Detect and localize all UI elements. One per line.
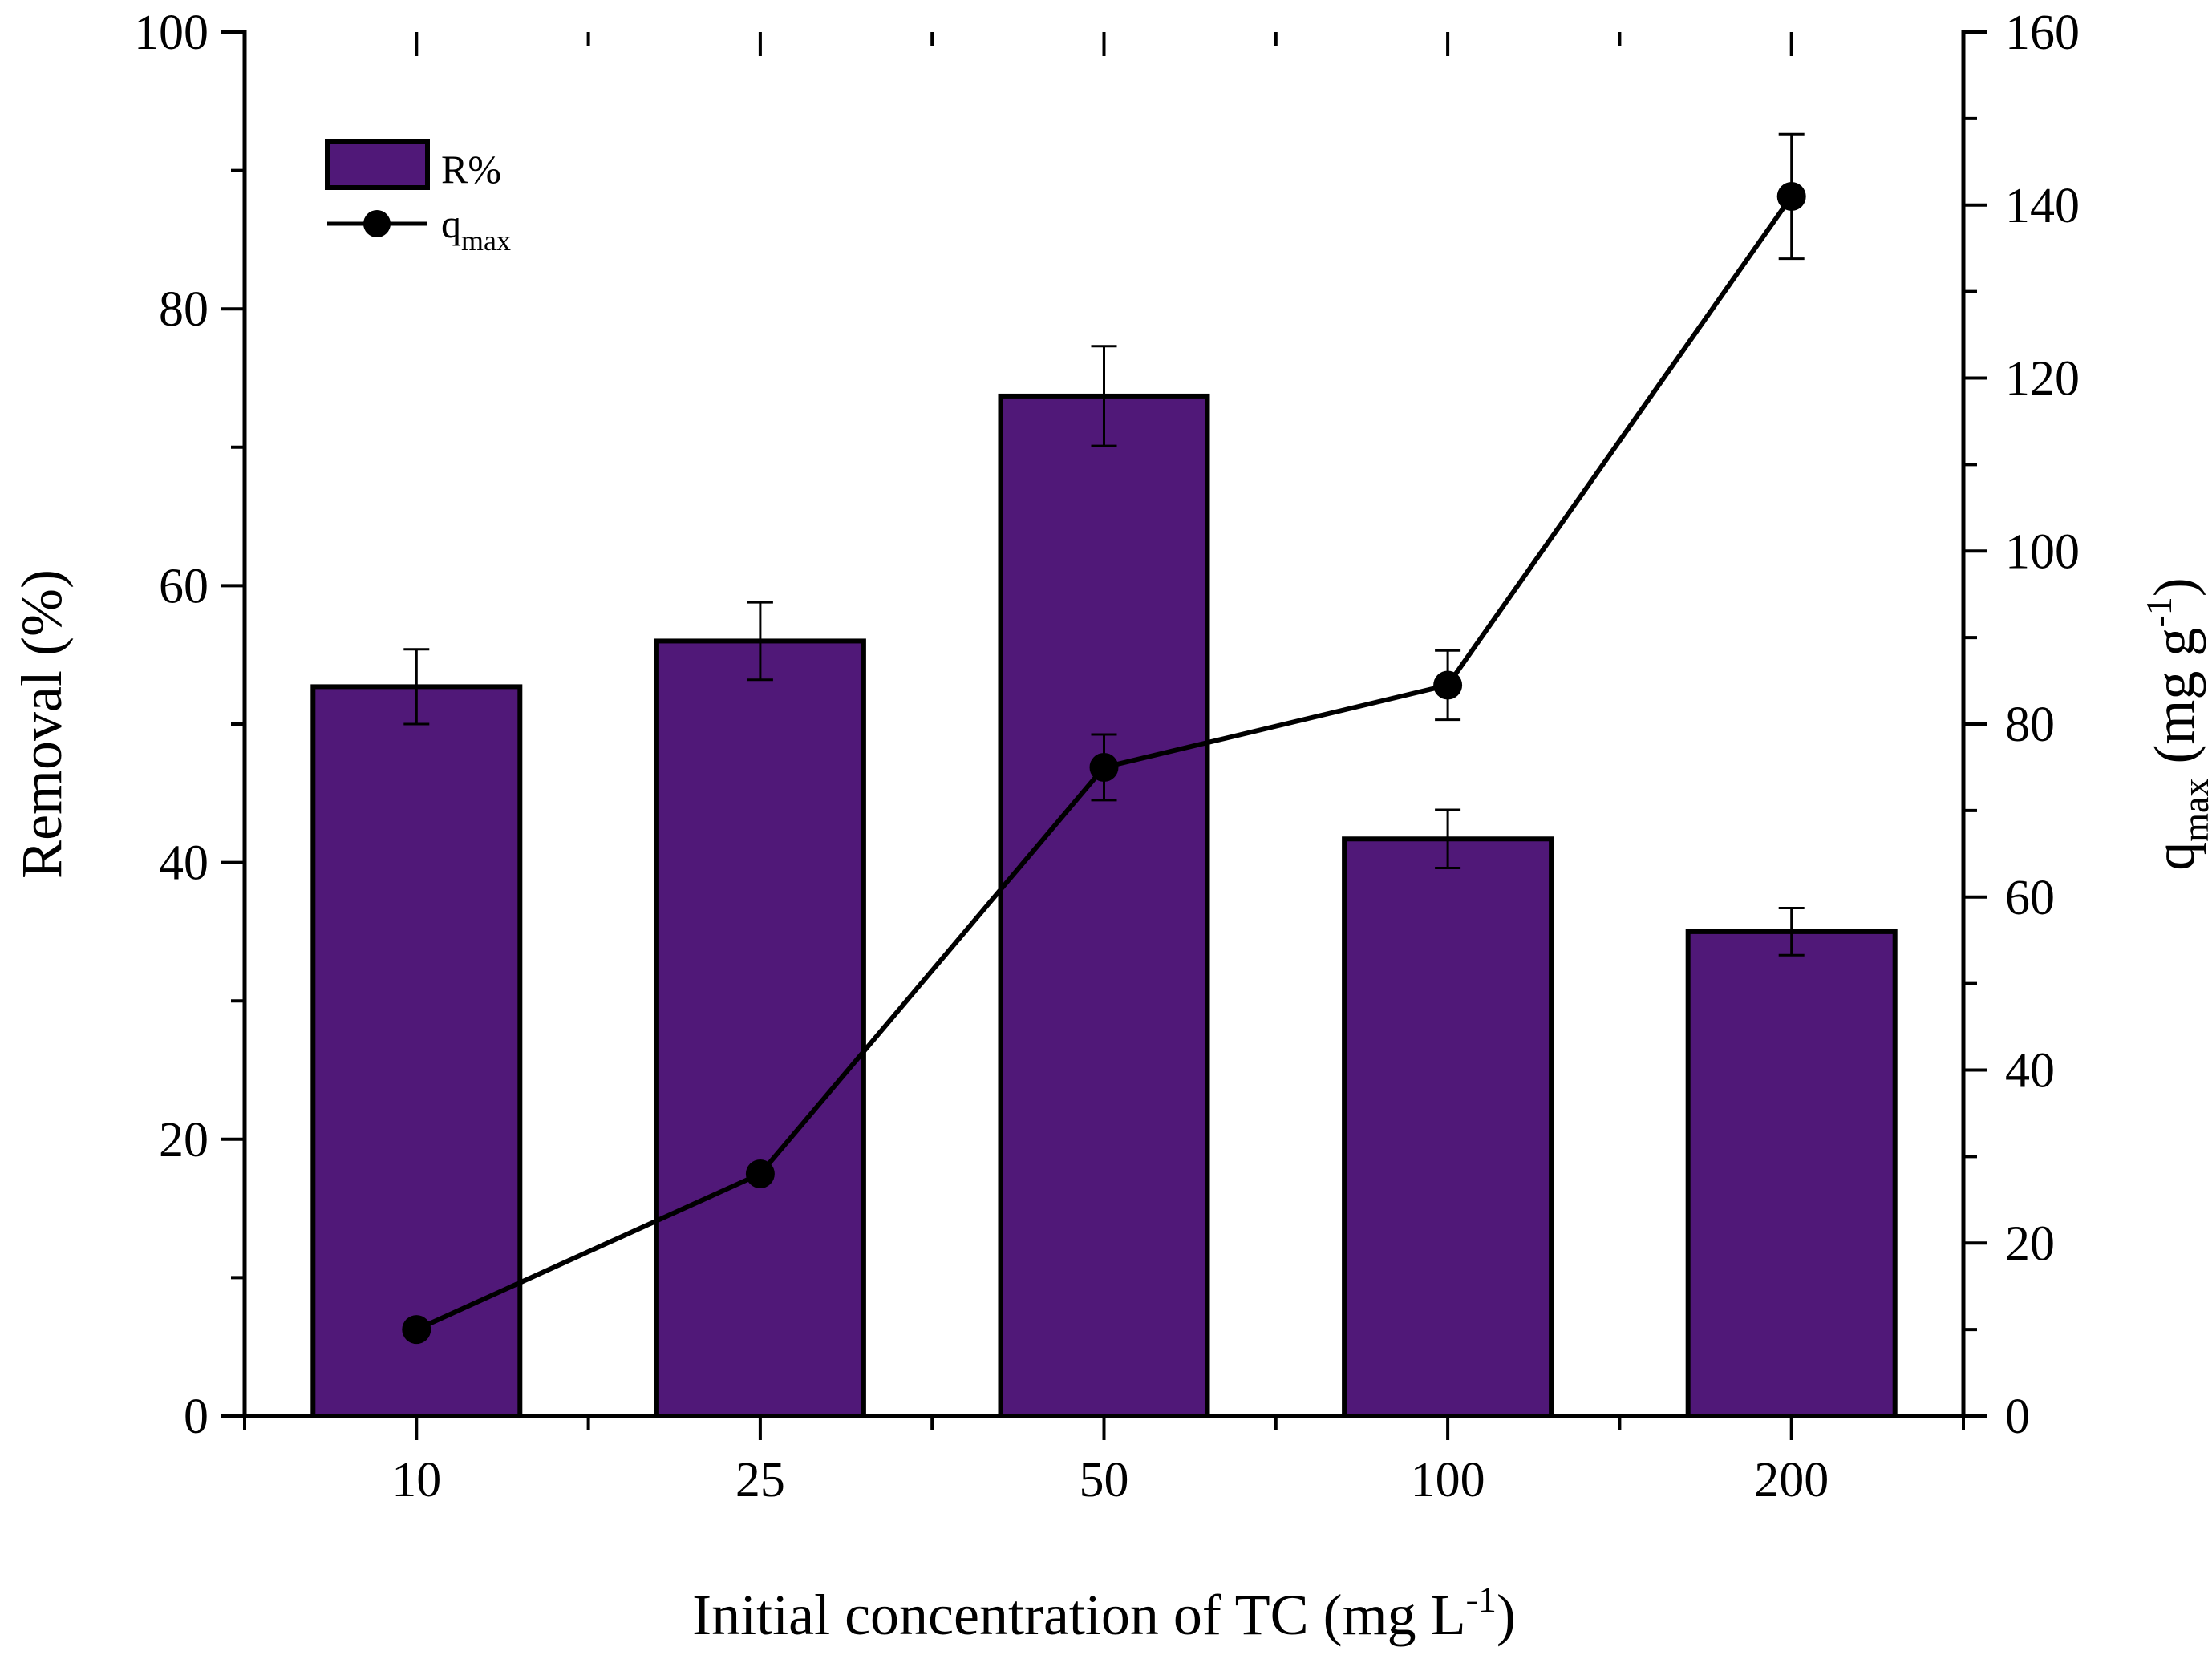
axis-titles: Initial concentration of TC (mg L-1) Remo… xyxy=(10,569,2212,1647)
error-bar-r-percent-100 xyxy=(1435,808,1461,870)
right-tick-label: 120 xyxy=(2005,352,2080,407)
qmax-point-10 xyxy=(402,1315,431,1345)
bar-r-percent-200 xyxy=(1685,929,1898,1418)
left-tick-label: 40 xyxy=(159,836,209,891)
right-tick-label: 80 xyxy=(2005,698,2055,752)
qmax-point-50 xyxy=(1089,752,1119,782)
qmax-point-100 xyxy=(1433,670,1463,700)
legend-point-swatch xyxy=(363,210,391,237)
right-tick-label: 0 xyxy=(2005,1390,2030,1444)
legend-label-r-percent: R% xyxy=(441,147,501,192)
right-tick-label: 60 xyxy=(2005,871,2055,925)
left-tick-label: 60 xyxy=(159,559,209,613)
qmax-point-25 xyxy=(745,1159,775,1188)
left-tick-label: 80 xyxy=(159,282,209,337)
left-tick-label: 100 xyxy=(134,6,209,60)
error-bars-layer xyxy=(403,132,1805,957)
right-y-axis-title: qmax (mg g-1) xyxy=(2138,577,2212,871)
x-tick-label-50: 50 xyxy=(1080,1453,1129,1507)
right-tick-label: 40 xyxy=(2005,1044,2055,1099)
right-tick-label: 160 xyxy=(2005,6,2080,60)
bars-layer xyxy=(310,393,1898,1419)
x-tick-label-25: 25 xyxy=(735,1453,785,1507)
right-tick-label: 100 xyxy=(2005,524,2080,579)
legend: R% qmax xyxy=(325,139,511,257)
bar-r-percent-10 xyxy=(310,684,523,1418)
x-tick-label-200: 200 xyxy=(1754,1453,1829,1507)
tick-labels-layer: 0 20 40 60 80 100 0 20 40 60 80 100 120 140 160 10 25 50 1… xyxy=(134,6,2080,1507)
legend-label-qmax: qmax xyxy=(441,201,511,257)
left-tick-label: 0 xyxy=(184,1390,209,1444)
x-axis-title: Initial concentration of TC (mg L-1) xyxy=(692,1579,1516,1647)
qmax-line-layer xyxy=(402,181,1806,1345)
error-bar-r-percent-50 xyxy=(1091,345,1117,447)
left-tick-label: 20 xyxy=(159,1113,209,1167)
right-tick-label: 20 xyxy=(2005,1216,2055,1271)
bar-r-percent-50 xyxy=(998,393,1210,1418)
right-tick-label: 140 xyxy=(2005,179,2080,233)
error-bar-r-percent-200 xyxy=(1778,907,1805,957)
x-tick-label-100: 100 xyxy=(1411,1453,1485,1507)
error-bar-r-percent-10 xyxy=(403,648,430,726)
qmax-point-200 xyxy=(1776,181,1806,211)
error-bar-r-percent-25 xyxy=(747,601,773,682)
x-tick-label-10: 10 xyxy=(391,1453,441,1507)
bar-r-percent-100 xyxy=(1342,836,1554,1419)
left-y-axis-title: Removal (%) xyxy=(10,569,74,879)
axes-layer xyxy=(221,30,1987,1440)
legend-bar-swatch xyxy=(325,139,430,190)
bar-r-percent-25 xyxy=(654,638,866,1418)
